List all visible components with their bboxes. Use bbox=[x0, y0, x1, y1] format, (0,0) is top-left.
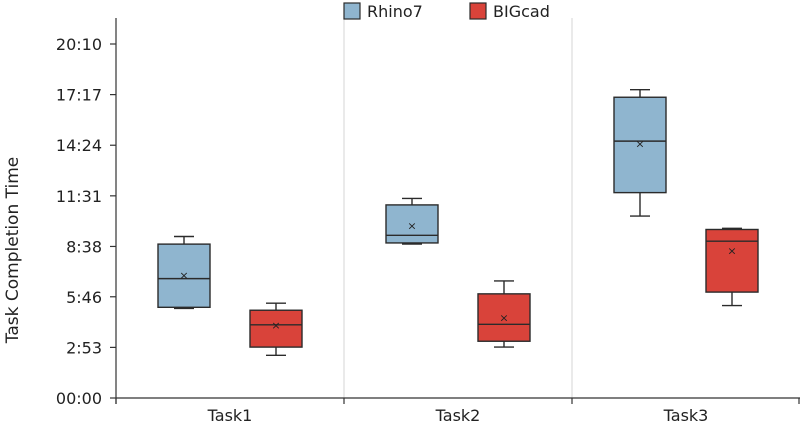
legend-item-bigcad: BIGcad bbox=[469, 2, 550, 21]
legend-label: BIGcad bbox=[493, 2, 550, 21]
y-tick-label: 20:10 bbox=[56, 35, 102, 54]
box-iqr bbox=[385, 204, 439, 244]
legend-item-rhino7: Rhino7 bbox=[343, 2, 423, 21]
box-iqr bbox=[613, 96, 667, 194]
box-iqr bbox=[477, 293, 531, 342]
x-tick-label: Task2 bbox=[435, 406, 481, 424]
mean-marker: × bbox=[179, 269, 188, 282]
box-rhino7-task2: × bbox=[385, 197, 439, 245]
legend: Rhino7 BIGcad bbox=[343, 2, 550, 21]
box-iqr bbox=[705, 228, 759, 293]
mean-marker: × bbox=[727, 244, 736, 257]
x-tick-label: Task3 bbox=[663, 406, 709, 424]
y-tick-label: 00:00 bbox=[56, 389, 102, 408]
y-tick-label: 11:31 bbox=[56, 187, 102, 206]
box-rhino7-task1: × bbox=[157, 235, 211, 310]
box-bigcad-task3: × bbox=[705, 227, 759, 307]
boxes-layer: × × × × × × bbox=[157, 88, 759, 356]
mean-marker: × bbox=[407, 219, 416, 232]
y-tick-label: 2:53 bbox=[66, 338, 102, 357]
mean-marker: × bbox=[271, 319, 280, 332]
y-tick-label: 17:17 bbox=[56, 86, 102, 105]
grid-layer bbox=[343, 18, 573, 398]
axes-layer: 00:00 2:53 5:46 8:38 11:31 14:24 17:17 20:10 Tas… bbox=[56, 18, 800, 425]
y-axis-label: Task Completion Time bbox=[3, 157, 23, 344]
mean-marker: × bbox=[499, 311, 508, 324]
y-tick-label: 14:24 bbox=[56, 136, 102, 155]
mean-marker: × bbox=[635, 137, 644, 150]
legend-swatch bbox=[343, 2, 361, 20]
y-tick-label: 5:46 bbox=[66, 288, 102, 307]
box-rhino7-task3: × bbox=[613, 88, 667, 217]
y-tick-label: 8:38 bbox=[66, 237, 102, 256]
legend-swatch bbox=[469, 2, 487, 20]
legend-label: Rhino7 bbox=[367, 2, 423, 21]
box-bigcad-task2: × bbox=[477, 280, 531, 348]
box-iqr bbox=[157, 243, 211, 309]
box-iqr bbox=[249, 309, 303, 348]
x-tick-label: Task1 bbox=[207, 406, 253, 424]
box-bigcad-task1: × bbox=[249, 302, 303, 356]
